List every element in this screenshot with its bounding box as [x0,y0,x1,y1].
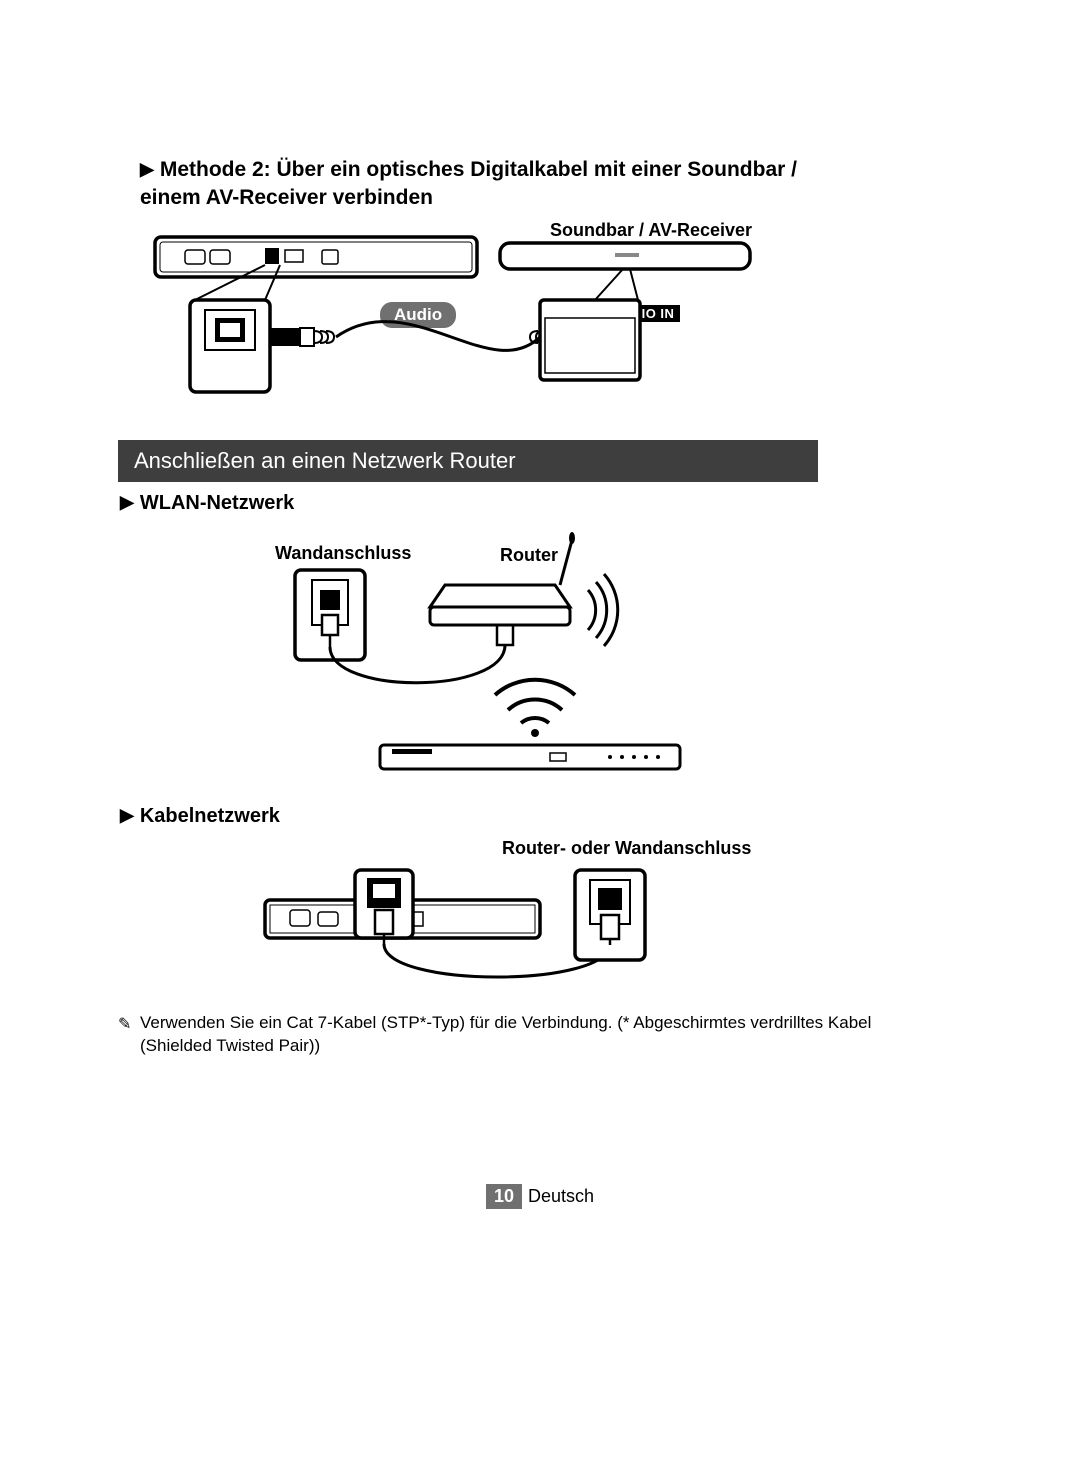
note-text: Verwenden Sie ein Cat 7-Kabel (STP*-Typ)… [140,1013,871,1055]
cable-plug-left-icon [270,328,334,346]
triangle-icon: ▶ [120,805,134,826]
manual-page: ▶Methode 2: Über ein optisches Digitalka… [0,0,1080,1479]
wifi-icon [495,680,575,737]
router-icon [430,532,618,646]
page-number: 10 [486,1184,522,1209]
diagram-optical [150,215,770,415]
page-language: Deutsch [528,1186,594,1206]
wlan-text: WLAN-Netzwerk [140,492,294,514]
cable-text: Kabelnetzwerk [140,805,280,827]
page-footer: 10 Deutsch [0,1184,1080,1209]
diagram-cable [260,860,680,1000]
subheading-wlan: ▶ WLAN-Netzwerk [120,492,294,515]
section-heading-router: Anschließen an einen Netzwerk Router [118,440,818,482]
triangle-icon: ▶ [140,157,154,181]
note-icon: ✎ [118,1014,131,1036]
diagram-wlan [270,520,710,780]
method-heading-text: Methode 2: Über ein optisches Digitalkab… [140,158,797,209]
method-heading: ▶Methode 2: Über ein optisches Digitalka… [140,156,860,213]
subheading-cable: ▶ Kabelnetzwerk [120,805,280,828]
router-wall-label: Router- oder Wandanschluss [502,838,751,859]
cable-note: ✎ Verwenden Sie ein Cat 7-Kabel (STP*-Ty… [140,1012,940,1058]
triangle-icon: ▶ [120,492,134,513]
